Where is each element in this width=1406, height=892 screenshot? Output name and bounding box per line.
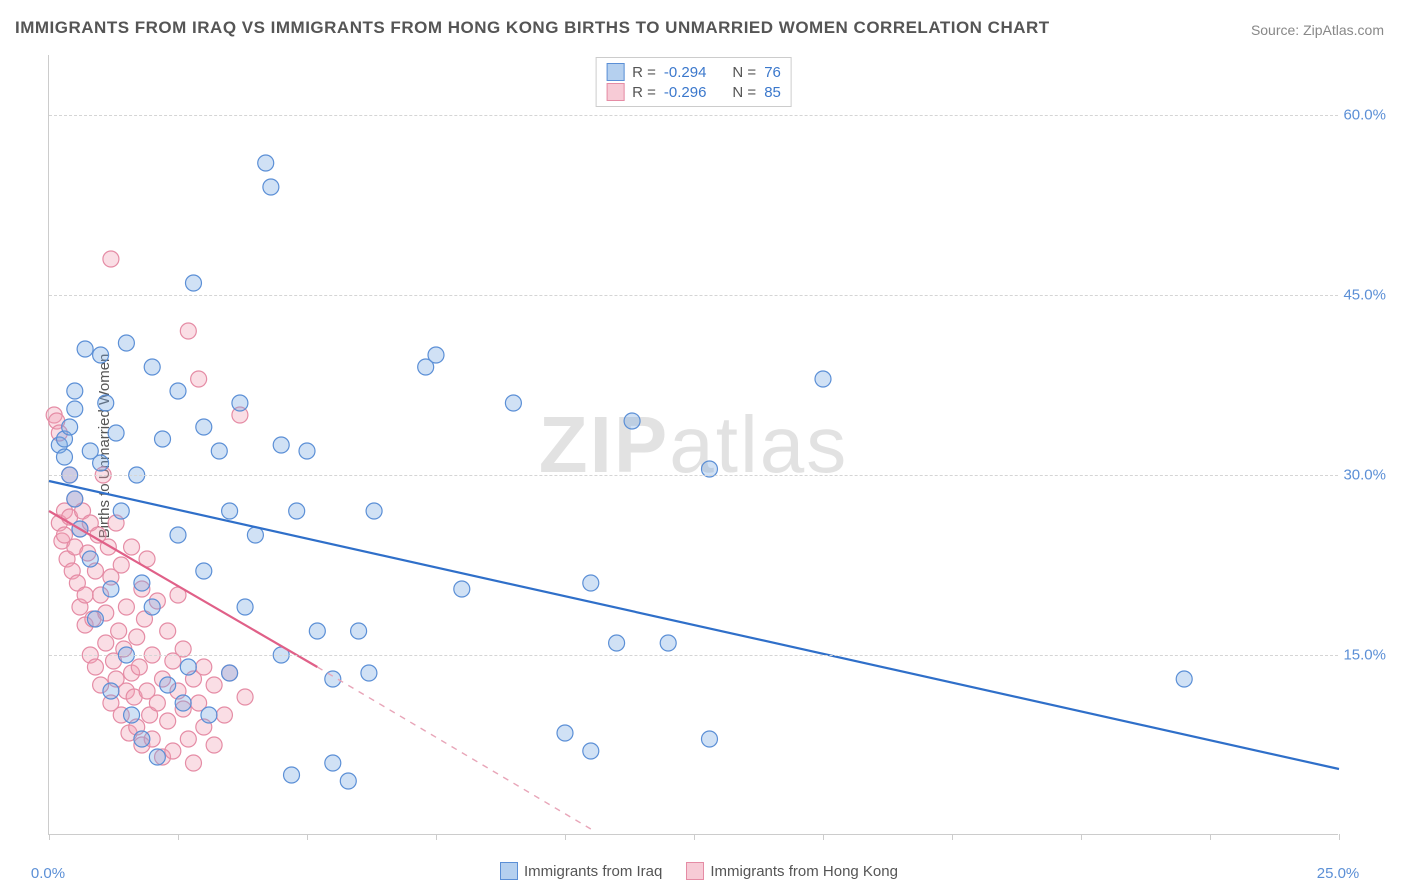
swatch-iraq-icon <box>500 862 518 880</box>
swatch-hongkong-icon <box>686 862 704 880</box>
x-tick <box>49 834 50 840</box>
x-tick-label-right: 25.0% <box>1317 865 1360 882</box>
legend-label-hongkong: Immigrants from Hong Kong <box>710 863 898 880</box>
plot-svg <box>49 55 1338 834</box>
y-tick-label: 45.0% <box>1343 287 1386 304</box>
y-tick-label: 30.0% <box>1343 467 1386 484</box>
x-tick <box>436 834 437 840</box>
bottom-legend: Immigrants from Iraq Immigrants from Hon… <box>500 862 898 880</box>
x-tick <box>694 834 695 840</box>
gridline <box>49 475 1338 476</box>
gridline <box>49 655 1338 656</box>
gridline <box>49 115 1338 116</box>
legend-item-hongkong: Immigrants from Hong Kong <box>686 862 898 880</box>
x-tick <box>1081 834 1082 840</box>
x-tick <box>952 834 953 840</box>
x-tick <box>178 834 179 840</box>
chart-title: IMMIGRANTS FROM IRAQ VS IMMIGRANTS FROM … <box>15 18 1050 38</box>
source-attribution: Source: ZipAtlas.com <box>1251 22 1384 38</box>
x-tick <box>1339 834 1340 840</box>
legend-item-iraq: Immigrants from Iraq <box>500 862 662 880</box>
x-tick <box>307 834 308 840</box>
legend-label-iraq: Immigrants from Iraq <box>524 863 662 880</box>
gridline <box>49 295 1338 296</box>
plot-area: ZIPatlas R = -0.294 N = 76 R = -0.296 N … <box>48 55 1338 835</box>
y-tick-label: 15.0% <box>1343 647 1386 664</box>
x-tick <box>823 834 824 840</box>
x-tick-label-left: 0.0% <box>31 865 65 882</box>
x-tick <box>1210 834 1211 840</box>
x-tick <box>565 834 566 840</box>
y-tick-label: 60.0% <box>1343 107 1386 124</box>
